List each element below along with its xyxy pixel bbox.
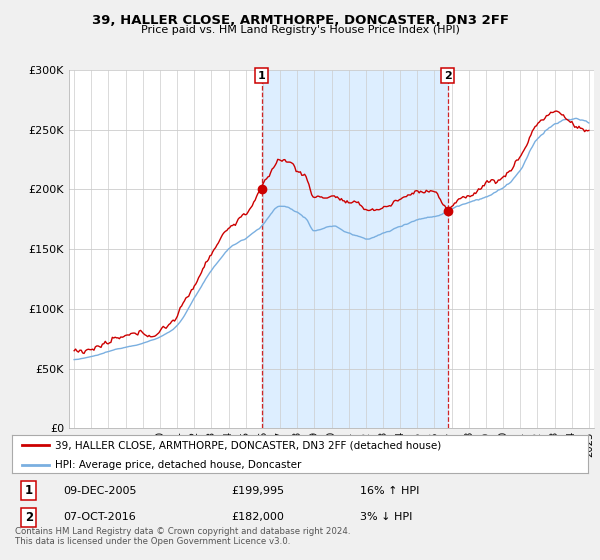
- Text: 16% ↑ HPI: 16% ↑ HPI: [360, 486, 419, 496]
- Text: 2: 2: [25, 511, 33, 524]
- Text: 1: 1: [25, 484, 33, 497]
- Text: £182,000: £182,000: [231, 512, 284, 522]
- Text: HPI: Average price, detached house, Doncaster: HPI: Average price, detached house, Donc…: [55, 460, 302, 470]
- Text: 2: 2: [444, 71, 452, 81]
- Text: 1: 1: [257, 71, 265, 81]
- Bar: [262, 70, 448, 428]
- Text: 07-OCT-2016: 07-OCT-2016: [63, 512, 136, 522]
- Text: 39, HALLER CLOSE, ARMTHORPE, DONCASTER, DN3 2FF (detached house): 39, HALLER CLOSE, ARMTHORPE, DONCASTER, …: [55, 440, 442, 450]
- Text: Contains HM Land Registry data © Crown copyright and database right 2024.
This d: Contains HM Land Registry data © Crown c…: [15, 526, 350, 546]
- Text: 39, HALLER CLOSE, ARMTHORPE, DONCASTER, DN3 2FF: 39, HALLER CLOSE, ARMTHORPE, DONCASTER, …: [91, 14, 509, 27]
- Text: 3% ↓ HPI: 3% ↓ HPI: [360, 512, 412, 522]
- Text: Price paid vs. HM Land Registry's House Price Index (HPI): Price paid vs. HM Land Registry's House …: [140, 25, 460, 35]
- Text: 09-DEC-2005: 09-DEC-2005: [63, 486, 137, 496]
- Text: £199,995: £199,995: [231, 486, 284, 496]
